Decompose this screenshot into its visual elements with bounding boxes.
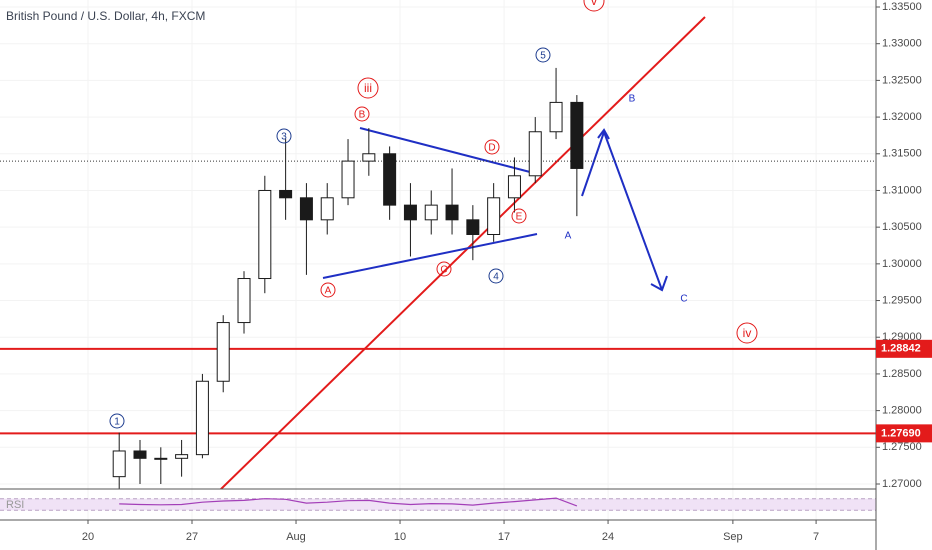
x-tick-label: 27	[186, 531, 198, 543]
candle-body	[195, 380, 209, 456]
annotation: 4	[493, 272, 499, 283]
annotation-circle	[511, 208, 527, 224]
annotation-circle	[357, 77, 379, 99]
x-tick-label: 20	[82, 531, 94, 543]
candle-body	[362, 153, 376, 162]
candle-body	[341, 160, 355, 199]
candle-body	[424, 204, 438, 221]
level-label-box	[876, 339, 932, 358]
annotation: 1	[114, 417, 120, 428]
arrow-head	[597, 128, 610, 140]
chart-title: British Pound / U.S. Dollar, 4h, FXCM	[6, 9, 205, 23]
annotation-circle	[436, 261, 452, 277]
y-tick-label: 1.32000	[882, 111, 922, 123]
candle-body	[216, 322, 230, 382]
candle-body	[112, 450, 126, 478]
annotation: iv	[743, 326, 752, 340]
annotation-circle	[276, 128, 292, 144]
x-tick-label: Sep	[723, 531, 743, 543]
annotation-circle	[320, 282, 336, 298]
candle-body	[175, 454, 189, 459]
level-label: 1.27690	[881, 427, 921, 439]
x-tick-label: 10	[394, 531, 406, 543]
annotation-circle	[583, 0, 605, 12]
annotation: v	[591, 0, 597, 8]
y-tick-label: 1.29500	[882, 294, 922, 306]
candle-body	[320, 197, 334, 221]
candle-body	[279, 189, 293, 199]
level-label-box	[876, 424, 932, 443]
annotation-circle	[736, 322, 758, 344]
y-tick-label: 1.31500	[882, 148, 922, 160]
annotation: iii	[364, 81, 372, 95]
annotation-circle	[535, 47, 551, 63]
y-tick-label: 1.31000	[882, 184, 922, 196]
annotation-circle	[484, 139, 500, 155]
annotation: C	[680, 294, 687, 305]
annotation-circle	[354, 106, 370, 122]
candle-body	[133, 450, 147, 459]
annotation: D	[488, 143, 495, 154]
rsi-band	[0, 498, 876, 511]
triangle-upper	[359, 127, 531, 173]
annotation: B	[359, 110, 366, 121]
candle-body	[383, 153, 397, 206]
annotation: 5	[540, 51, 546, 62]
trend-line	[219, 16, 706, 489]
candle-body	[445, 204, 459, 221]
y-tick-label: 1.28500	[882, 368, 922, 380]
y-tick-label: 1.33500	[882, 1, 922, 13]
triangle-lower	[322, 233, 538, 279]
rsi-line	[119, 497, 578, 507]
candle-body	[403, 204, 417, 221]
candle-body	[528, 131, 542, 177]
x-tick-label: 7	[813, 531, 819, 543]
y-tick-label: 1.27000	[882, 478, 922, 490]
candle-body	[570, 101, 584, 169]
annotation: 3	[281, 132, 287, 143]
rsi-label: RSI	[6, 499, 24, 511]
annotation: A	[565, 231, 572, 242]
annotation: E	[516, 212, 523, 223]
x-tick-label: 17	[498, 531, 510, 543]
candle-body	[299, 197, 313, 221]
candle-body	[487, 197, 501, 235]
candle-body	[466, 219, 480, 235]
y-tick-label: 1.30500	[882, 221, 922, 233]
y-tick-label: 1.30000	[882, 258, 922, 270]
annotation: C	[440, 265, 447, 276]
level-label: 1.28842	[881, 343, 921, 355]
main-pane: v iii B 3 D 5 B E A C 4 A Civ 1	[0, 0, 876, 489]
annotation-circle	[488, 268, 504, 284]
arrow-head	[650, 275, 668, 292]
candle-body	[258, 189, 272, 280]
rsi-pane: RSI	[0, 497, 876, 511]
y-tick-label: 1.28000	[882, 405, 922, 417]
annotation: B	[629, 94, 636, 105]
x-tick-label: 24	[602, 531, 614, 543]
annotation: A	[325, 286, 332, 297]
y-tick-label: 1.32500	[882, 74, 922, 86]
candle-body	[154, 457, 168, 460]
candle-body	[507, 175, 521, 199]
annotation-circle	[109, 413, 125, 429]
x-tick-label: Aug	[286, 531, 306, 543]
candle-body	[549, 101, 563, 133]
y-tick-label: 1.27500	[882, 441, 922, 453]
candle-body	[237, 278, 251, 324]
y-tick-label: 1.33000	[882, 38, 922, 50]
